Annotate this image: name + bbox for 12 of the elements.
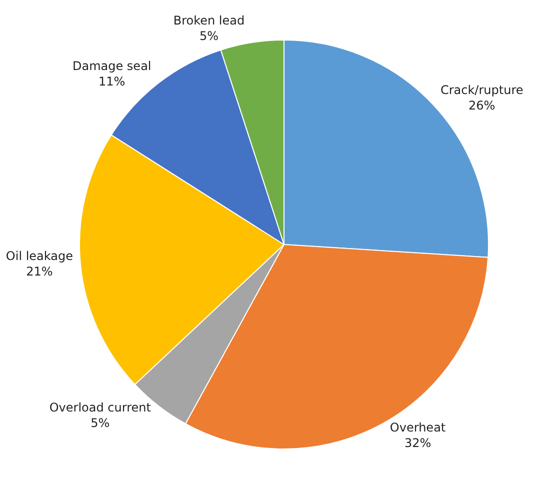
slice-label: Crack/rupture	[440, 82, 524, 97]
data-label: 5%	[199, 28, 218, 43]
slice-label: Overload current	[49, 400, 152, 415]
slice-label: Broken lead	[173, 13, 245, 28]
data-label: 5%	[90, 416, 110, 430]
data-label: 32%	[404, 436, 432, 450]
slice-label: Oil leakage	[6, 249, 74, 264]
data-label: 11%	[98, 74, 126, 88]
data-label: 26%	[468, 98, 496, 112]
slice-label: Damage seal	[72, 58, 152, 73]
slice-label: Overheat	[390, 420, 446, 434]
data-label: 21%	[26, 264, 53, 279]
